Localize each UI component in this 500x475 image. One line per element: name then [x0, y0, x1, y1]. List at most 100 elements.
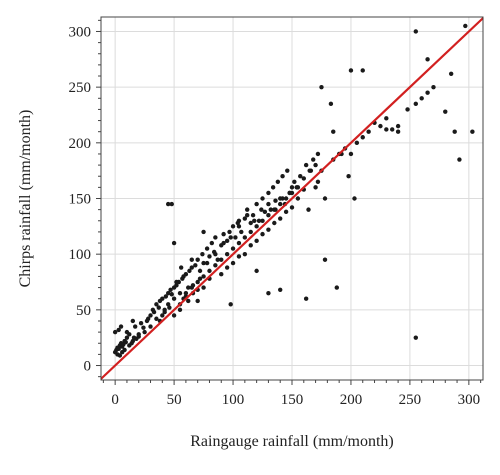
data-point: [156, 305, 161, 310]
data-point: [201, 285, 206, 290]
data-point: [266, 227, 271, 232]
data-point: [242, 216, 248, 221]
y-tick-label: 200: [69, 136, 92, 152]
data-point: [413, 335, 418, 340]
data-point: [236, 254, 242, 259]
data-point: [470, 129, 475, 134]
data-point: [457, 157, 462, 162]
data-point: [352, 196, 357, 201]
y-tick-label: 0: [84, 359, 92, 375]
data-point: [260, 231, 265, 237]
x-tick-label: 200: [340, 392, 363, 408]
data-point: [268, 207, 273, 212]
data-point: [413, 101, 418, 107]
data-point: [289, 185, 295, 190]
data-point: [266, 290, 271, 296]
data-point: [195, 298, 200, 304]
x-tick-label: 250: [399, 392, 422, 408]
data-point: [166, 201, 171, 207]
data-point: [395, 129, 401, 134]
data-point: [419, 96, 424, 101]
data-point: [239, 229, 244, 235]
data-point: [167, 305, 172, 310]
data-point: [322, 196, 328, 201]
x-axis-label: Raingauge rainfall (mm/month): [190, 433, 394, 450]
data-point: [248, 229, 253, 235]
data-point: [289, 205, 295, 210]
x-tick-label: 150: [281, 392, 304, 408]
data-point: [224, 238, 230, 244]
data-point: [275, 179, 281, 184]
data-point: [189, 285, 194, 290]
data-point: [171, 313, 177, 318]
data-point: [177, 307, 183, 313]
data-point: [256, 218, 262, 223]
data-point: [227, 229, 232, 235]
data-point: [123, 339, 128, 345]
data-point: [122, 347, 127, 353]
data-point: [236, 224, 242, 229]
data-point: [193, 263, 198, 268]
data-point: [425, 57, 430, 62]
data-point: [322, 257, 328, 262]
data-point: [148, 313, 153, 318]
data-point: [346, 174, 351, 179]
data-point: [195, 279, 200, 285]
data-point: [116, 327, 121, 333]
data-point: [219, 272, 224, 277]
data-point: [117, 353, 123, 358]
data-point: [186, 285, 191, 290]
data-point: [166, 290, 171, 296]
data-point: [163, 294, 169, 299]
data-point: [266, 190, 271, 196]
data-point: [354, 140, 360, 146]
data-point: [315, 151, 321, 157]
data-point: [166, 302, 171, 307]
data-point: [273, 198, 278, 203]
y-tick-label: 50: [76, 303, 91, 319]
data-point: [283, 196, 289, 201]
data-point: [230, 260, 236, 266]
data-point: [187, 268, 192, 274]
data-point: [303, 162, 309, 168]
data-point: [248, 243, 253, 248]
x-tick-label: 300: [458, 392, 481, 408]
data-point: [298, 174, 303, 179]
data-point: [292, 179, 297, 184]
data-point: [169, 201, 174, 207]
data-point: [215, 257, 220, 262]
data-point: [201, 229, 206, 235]
data-point: [160, 296, 165, 301]
y-tick-label: 100: [69, 247, 92, 263]
x-axis-ticks: 0 50 100 150 200 250 300: [102, 380, 482, 408]
data-point: [201, 260, 206, 266]
data-point: [242, 235, 248, 240]
data-point: [443, 109, 448, 114]
data-point: [378, 123, 383, 129]
data-point: [162, 309, 167, 315]
data-point: [189, 257, 194, 262]
data-point: [384, 116, 389, 121]
data-point: [273, 207, 278, 212]
data-point: [287, 190, 292, 196]
data-point: [127, 332, 132, 337]
grid: [101, 17, 483, 380]
data-point: [242, 251, 248, 257]
data-point: [280, 196, 285, 201]
data-point: [145, 316, 151, 321]
data-point: [169, 292, 174, 297]
reference-line-layer: [100, 17, 484, 380]
data-point: [228, 235, 233, 240]
data-points: [112, 23, 475, 358]
data-point: [259, 207, 264, 212]
data-point: [148, 324, 153, 329]
data-point: [303, 296, 309, 301]
data-point: [285, 168, 290, 173]
data-point: [142, 329, 147, 335]
data-point: [366, 129, 371, 134]
data-point: [463, 23, 468, 29]
data-point: [270, 185, 276, 190]
data-point: [213, 263, 218, 268]
data-point: [313, 162, 318, 168]
data-point: [151, 309, 157, 315]
